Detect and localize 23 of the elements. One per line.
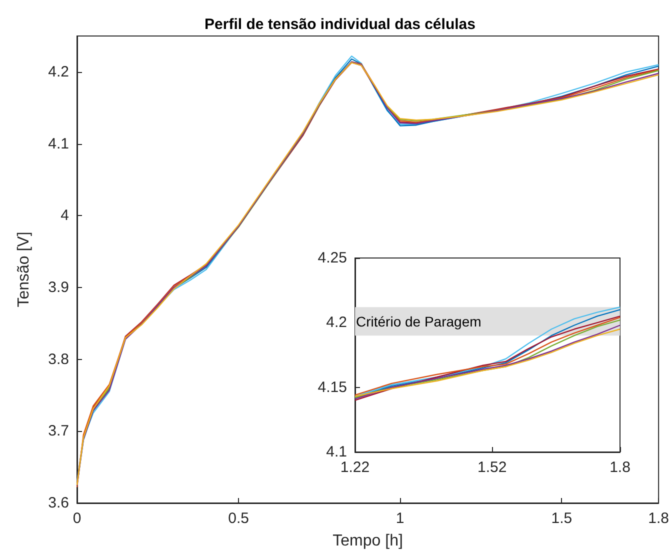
y-axis-title: Tensão [V] <box>16 232 32 308</box>
x-tick-label: 1.22 <box>340 459 370 476</box>
y-tick-label: 3.7 <box>48 422 69 440</box>
band-label: Critério de Paragem <box>356 313 482 330</box>
y-tick-label: 4.15 <box>318 378 347 396</box>
y-tick-label: 4.1 <box>48 135 69 152</box>
chart-title: Perfil de tensão individual das células <box>204 16 476 33</box>
x-tick-label: 1 <box>396 510 404 527</box>
y-tick-label: 3.9 <box>48 278 69 296</box>
y-tick-label: 4.2 <box>48 63 69 80</box>
x-tick-label: 1.52 <box>477 459 507 476</box>
x-tick-label: 0.5 <box>228 510 249 527</box>
y-tick-label: 3.8 <box>48 350 69 368</box>
y-tick-label: 4.2 <box>326 314 347 332</box>
x-tick-label: 0 <box>72 510 82 527</box>
y-tick-label: 4 <box>60 207 69 224</box>
x-tick-label: 1.8 <box>648 510 670 527</box>
y-tick-label: 4.1 <box>326 444 347 460</box>
x-tick-label: 1.8 <box>610 459 630 476</box>
y-tick-label: 3.6 <box>48 494 69 512</box>
y-tick-label: 4.25 <box>318 250 347 266</box>
x-tick-label: 1.5 <box>551 510 572 527</box>
x-axis-title: Tempo [h] <box>332 532 403 550</box>
